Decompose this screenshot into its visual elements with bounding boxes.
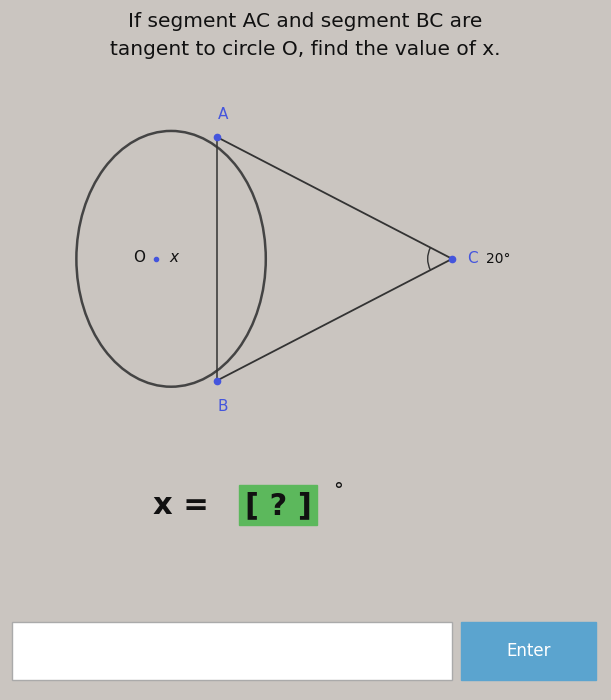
- Text: B: B: [218, 399, 229, 414]
- FancyBboxPatch shape: [12, 622, 452, 680]
- FancyBboxPatch shape: [461, 622, 596, 680]
- Text: Enter: Enter: [507, 642, 551, 660]
- Text: C: C: [467, 251, 478, 266]
- Text: tangent to circle O, find the value of x.: tangent to circle O, find the value of x…: [110, 41, 501, 60]
- Text: [ ? ]: [ ? ]: [244, 491, 312, 520]
- Text: If segment AC and segment BC are: If segment AC and segment BC are: [128, 12, 483, 31]
- Text: x =: x =: [153, 491, 220, 520]
- Text: O: O: [133, 250, 145, 265]
- Text: A: A: [218, 107, 228, 122]
- Text: 20°: 20°: [486, 252, 510, 266]
- Text: °: °: [333, 481, 343, 500]
- Text: x: x: [169, 250, 178, 265]
